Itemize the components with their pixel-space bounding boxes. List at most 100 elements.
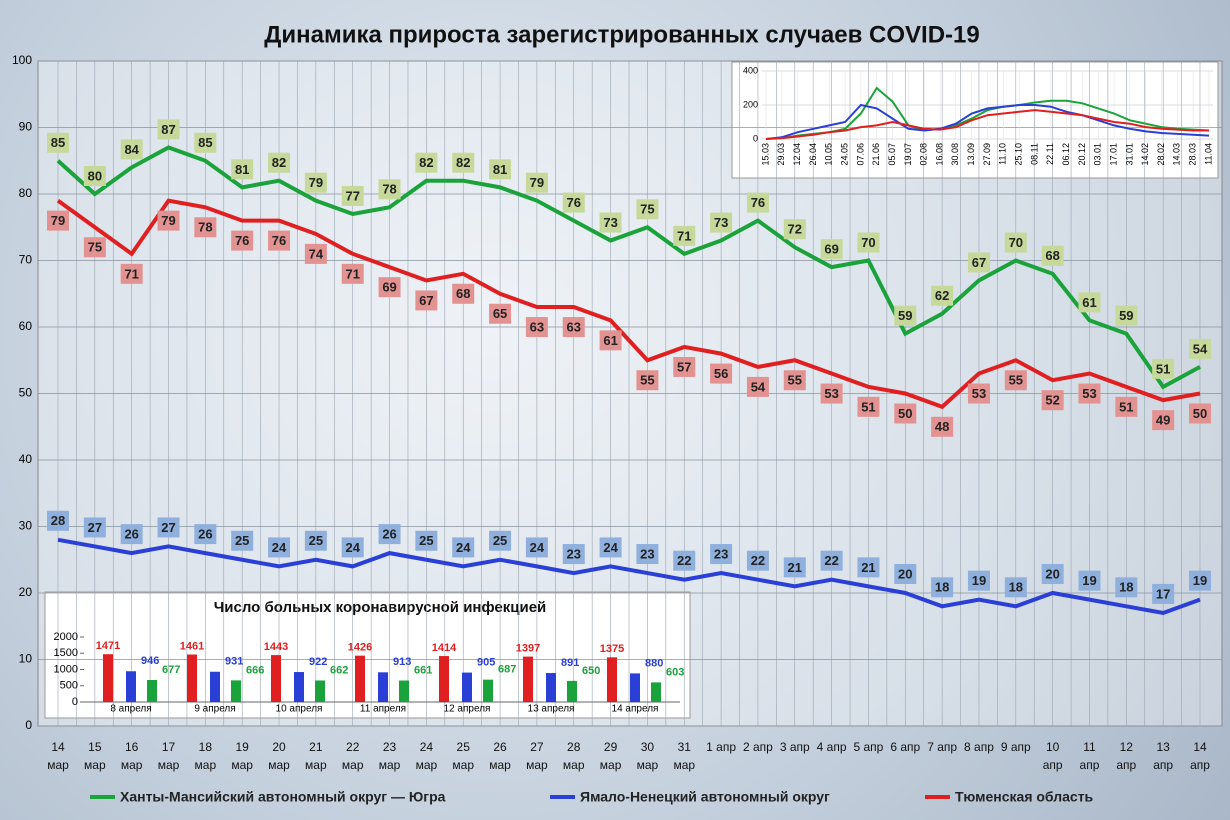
x-tick-label: 14 апр	[1190, 740, 1210, 772]
data-label: 23	[640, 546, 654, 561]
legend-label: Ямало-Ненецкий автономный округ	[580, 789, 830, 805]
x-tick-label: 16 мар	[120, 740, 143, 772]
x-tick-label: 11 апр	[1079, 740, 1100, 772]
bar	[651, 682, 661, 702]
label-box	[820, 550, 843, 571]
label-box	[1004, 370, 1027, 391]
label-box	[452, 152, 475, 173]
bar-label: 905	[477, 656, 495, 668]
bar-label: 603	[666, 666, 684, 678]
label-box	[1041, 564, 1064, 584]
x-tick-label: 13 апр	[1153, 740, 1174, 772]
data-label: 26	[382, 527, 396, 542]
mini-x-label: 28.02	[1156, 143, 1166, 166]
data-label: 77	[345, 188, 359, 203]
x-tick-label: 26 мар	[489, 740, 511, 772]
data-label: 20	[898, 566, 912, 581]
data-label: 67	[972, 255, 986, 270]
bar-label: 666	[246, 664, 264, 676]
label-box	[857, 557, 880, 578]
data-label: 68	[456, 286, 470, 301]
data-label: 82	[456, 155, 470, 170]
bar	[439, 656, 449, 702]
mini-x-label: 12.04	[792, 143, 802, 166]
bar-label: 880	[645, 657, 663, 669]
y-tick-label: 40	[19, 452, 33, 466]
label-box	[304, 530, 327, 551]
x-tick-label: 24 мар	[415, 740, 438, 772]
bar-label: 1461	[180, 640, 204, 652]
data-label: 54	[1193, 341, 1208, 356]
data-label: 74	[309, 246, 324, 261]
label-box	[636, 199, 659, 220]
mini-series-line	[765, 103, 1210, 140]
x-tick-label: 23 мар	[378, 740, 401, 772]
x-tick-label: 7 апр	[927, 740, 958, 754]
data-label: 22	[677, 553, 691, 568]
inset-x-label: 11 апреля	[360, 704, 406, 715]
label-box	[489, 303, 512, 324]
label-box	[820, 383, 843, 404]
data-label: 82	[272, 155, 286, 170]
bar-label: 1414	[432, 642, 457, 654]
data-label: 70	[861, 235, 875, 250]
bar	[147, 679, 157, 702]
x-tick-label: 19 мар	[231, 740, 253, 772]
data-label: 85	[198, 135, 212, 150]
x-tick-label: 6 апр	[890, 740, 921, 754]
label-box	[525, 317, 548, 338]
data-label: 76	[751, 195, 765, 210]
label-box	[1004, 577, 1027, 598]
bar-label: 687	[498, 664, 516, 676]
bar	[271, 655, 281, 702]
label-box	[378, 524, 401, 545]
y-tick-label: 60	[19, 319, 33, 333]
label-box	[967, 383, 990, 404]
label-box	[194, 132, 217, 153]
label-box	[746, 376, 769, 397]
data-label: 84	[124, 142, 139, 157]
y-tick-label: 80	[19, 186, 33, 200]
label-box	[1189, 570, 1211, 591]
label-box	[1152, 358, 1175, 379]
label-box	[83, 237, 106, 258]
bar	[607, 657, 617, 702]
bar-label: 677	[162, 664, 180, 676]
data-label: 65	[493, 306, 507, 321]
mini-x-label: 02.08	[919, 143, 929, 166]
label-box	[673, 356, 696, 377]
mini-x-label: 17.01	[1108, 143, 1118, 166]
mini-series-line	[765, 109, 1209, 140]
label-box	[120, 524, 143, 545]
data-label: 76	[235, 233, 249, 248]
label-box	[157, 119, 180, 140]
x-tick-label: 12 апр	[1116, 740, 1137, 772]
label-box	[231, 159, 254, 180]
x-tick-label: 10 апр	[1042, 740, 1063, 772]
bar-label: 1471	[96, 640, 120, 652]
inset-title: Число больных коронавирусной инфекцией	[214, 599, 547, 616]
data-label: 26	[198, 527, 212, 542]
bar	[103, 654, 113, 702]
bar-label: 1375	[600, 643, 624, 655]
bar	[630, 673, 640, 702]
data-label: 23	[567, 546, 581, 561]
label-box	[1189, 338, 1211, 359]
mini-x-label: 14.02	[1140, 143, 1150, 166]
label-box	[304, 243, 327, 264]
label-box	[83, 166, 106, 186]
y-tick-label: 90	[19, 120, 33, 134]
label-box	[415, 290, 438, 311]
label-box	[967, 570, 990, 591]
bar	[126, 671, 136, 702]
label-box	[599, 330, 622, 351]
data-label: 79	[309, 175, 323, 190]
label-box	[783, 370, 806, 391]
label-box	[341, 537, 364, 558]
bar	[355, 655, 365, 702]
data-label: 19	[1082, 573, 1096, 588]
label-box	[415, 530, 438, 551]
mini-x-label: 26.04	[808, 143, 818, 166]
legend-label: Тюменская область	[955, 789, 1094, 805]
